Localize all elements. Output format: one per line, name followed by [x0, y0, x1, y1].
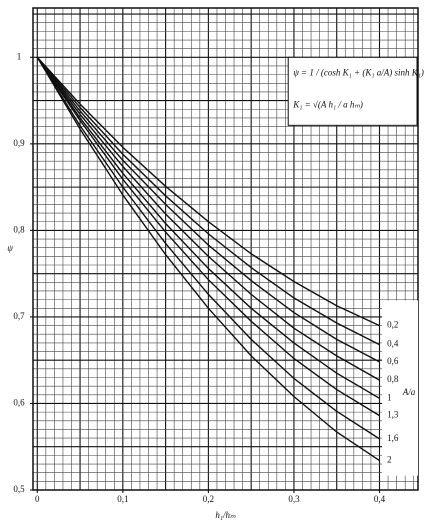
curve	[36, 56, 380, 346]
grid	[30, 7, 419, 493]
legend-label: 1,6	[387, 433, 399, 443]
formula-box	[287, 56, 418, 126]
legend-label: 1,3	[387, 410, 399, 420]
x-tick-label: 0	[35, 494, 40, 504]
curve	[36, 56, 380, 440]
y-tick-label: 1	[17, 51, 22, 61]
curve	[36, 56, 380, 399]
x-tick-label: 0,1	[117, 494, 128, 504]
y-tick-label: 0,5	[13, 484, 25, 494]
curve	[36, 56, 380, 417]
legend-label: 0,2	[387, 320, 398, 330]
y-tick-label: 0,6	[13, 398, 25, 408]
overlay: 0 0,1 0,2 0,3 0,4 0,5 0,6 0,7 0,8 0,9 1 h₁/hₘ ψ ψ = 1…	[7, 51, 424, 520]
curve	[36, 56, 380, 381]
formula: K₁ = √(A h₁ / a hₘ)	[292, 99, 363, 109]
x-tick-label: 0,2	[203, 494, 214, 504]
y-tick-label: 0,7	[13, 311, 25, 321]
curve	[36, 56, 380, 363]
y-tick-label: 0,9	[13, 138, 25, 148]
formula: ψ = 1 / (cosh K₁ + (K₁ a/A) sinh K₁)	[293, 67, 424, 77]
legend-label: 0,6	[387, 356, 399, 366]
curve	[36, 56, 380, 327]
y-axis-label: ψ	[7, 243, 13, 253]
legend-label: 1	[387, 392, 392, 402]
legend-title: A/a	[402, 387, 416, 397]
legend-label: 2	[387, 455, 392, 465]
plot-frame	[32, 7, 419, 491]
x-tick-label: 0,3	[288, 494, 300, 504]
legend-label: 0,8	[387, 374, 399, 384]
legend-box	[382, 300, 418, 476]
x-axis-label: h₁/hₘ	[215, 510, 236, 520]
curve	[36, 56, 380, 462]
legend-label: 0,4	[387, 339, 399, 349]
curves	[36, 56, 380, 462]
y-tick-label: 0,8	[13, 224, 25, 234]
x-tick-label: 0,4	[374, 494, 386, 504]
